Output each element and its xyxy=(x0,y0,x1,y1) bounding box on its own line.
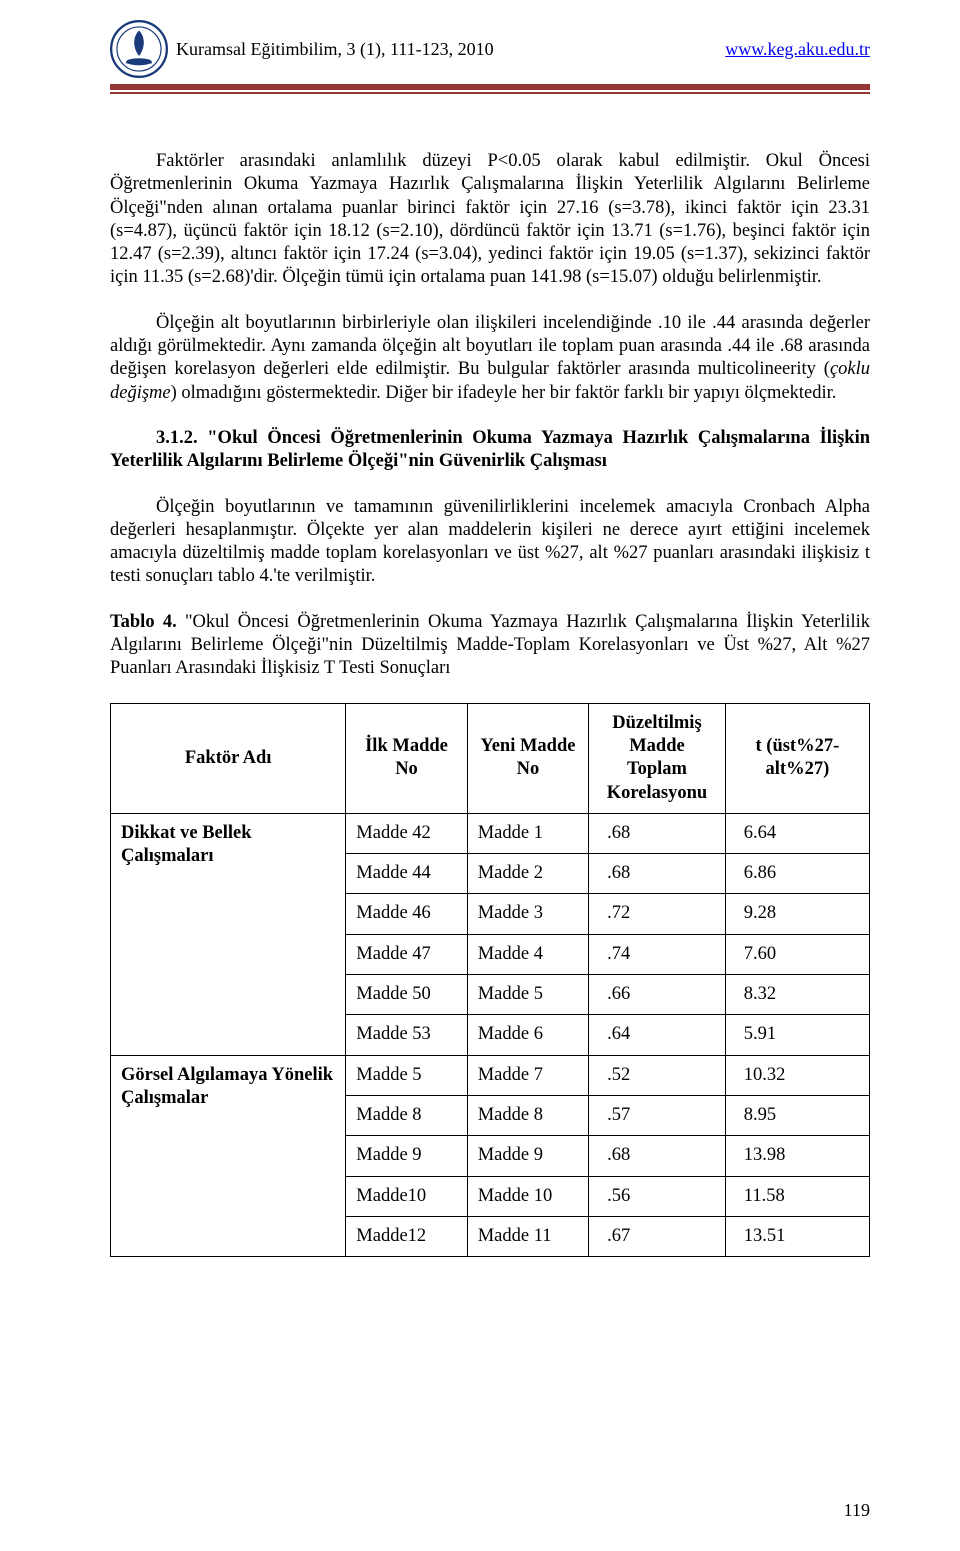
cell-first-item: Madde 42 xyxy=(346,813,467,853)
journal-info: Kuramsal Eğitimbilim, 3 (1), 111-123, 20… xyxy=(176,39,494,60)
page-header: Kuramsal Eğitimbilim, 3 (1), 111-123, 20… xyxy=(110,20,870,78)
cell-t: 7.60 xyxy=(725,934,869,974)
cell-new-item: Madde 6 xyxy=(467,1015,588,1055)
cell-t: 6.86 xyxy=(725,854,869,894)
cell-corr: .67 xyxy=(589,1216,726,1256)
cell-t: 13.98 xyxy=(725,1136,869,1176)
cell-first-item: Madde 46 xyxy=(346,894,467,934)
cell-corr: .68 xyxy=(589,813,726,853)
factor-cell: Görsel Algılamaya Yönelik Çalışmalar xyxy=(111,1055,346,1256)
factor-cell: Dikkat ve Bellek Çalışmaları xyxy=(111,813,346,1055)
journal-link[interactable]: www.keg.aku.edu.tr xyxy=(725,39,870,60)
paragraph-2: Ölçeğin alt boyutlarının birbirleriyle o… xyxy=(110,312,870,405)
cell-new-item: Madde 5 xyxy=(467,975,588,1015)
header-rule-thick xyxy=(110,84,870,90)
cell-new-item: Madde 7 xyxy=(467,1055,588,1095)
cell-first-item: Madde12 xyxy=(346,1216,467,1256)
cell-corr: .74 xyxy=(589,934,726,974)
paragraph-1: Faktörler arasındaki anlamlılık düzeyi P… xyxy=(110,150,870,290)
table-row: Dikkat ve Bellek ÇalışmalarıMadde 42Madd… xyxy=(111,813,870,853)
cell-t: 10.32 xyxy=(725,1055,869,1095)
cell-first-item: Madde 44 xyxy=(346,854,467,894)
cell-corr: .72 xyxy=(589,894,726,934)
cell-first-item: Madde 47 xyxy=(346,934,467,974)
cell-new-item: Madde 4 xyxy=(467,934,588,974)
cell-corr: .64 xyxy=(589,1015,726,1055)
cell-t: 8.95 xyxy=(725,1095,869,1135)
cell-new-item: Madde 11 xyxy=(467,1216,588,1256)
col-first-item: İlk Madde No xyxy=(346,703,467,813)
page: Kuramsal Eğitimbilim, 3 (1), 111-123, 20… xyxy=(0,0,960,1551)
table-4: Faktör Adı İlk Madde No Yeni Madde No Dü… xyxy=(110,703,870,1257)
cell-corr: .57 xyxy=(589,1095,726,1135)
cell-first-item: Madde10 xyxy=(346,1176,467,1216)
cell-t: 8.32 xyxy=(725,975,869,1015)
col-factor: Faktör Adı xyxy=(111,703,346,813)
paragraph-4: Ölçeğin boyutlarının ve tamamının güveni… xyxy=(110,496,870,589)
cell-first-item: Madde 53 xyxy=(346,1015,467,1055)
paragraph-2-tail: ) olmadığını göstermektedir. Diğer bir i… xyxy=(171,383,837,403)
cell-t: 9.28 xyxy=(725,894,869,934)
cell-t: 5.91 xyxy=(725,1015,869,1055)
cell-corr: .68 xyxy=(589,1136,726,1176)
cell-new-item: Madde 2 xyxy=(467,854,588,894)
cell-corr: .52 xyxy=(589,1055,726,1095)
col-corr: Düzeltilmiş Madde Toplam Korelasyonu xyxy=(589,703,726,813)
header-text-row: Kuramsal Eğitimbilim, 3 (1), 111-123, 20… xyxy=(176,39,870,60)
table-row: Görsel Algılamaya Yönelik ÇalışmalarMadd… xyxy=(111,1055,870,1095)
cell-t: 6.64 xyxy=(725,813,869,853)
page-number: 119 xyxy=(844,1500,870,1521)
section-heading-3-1-2: 3.1.2. "Okul Öncesi Öğretmenlerinin Okum… xyxy=(110,427,870,474)
cell-corr: .66 xyxy=(589,975,726,1015)
cell-new-item: Madde 10 xyxy=(467,1176,588,1216)
university-logo xyxy=(110,20,168,78)
table-caption-text: "Okul Öncesi Öğretmenlerinin Okuma Yazma… xyxy=(110,612,870,679)
cell-first-item: Madde 5 xyxy=(346,1055,467,1095)
table-header-row: Faktör Adı İlk Madde No Yeni Madde No Dü… xyxy=(111,703,870,813)
paragraph-2-lead: Ölçeğin alt boyutlarının birbirleriyle o… xyxy=(110,313,870,380)
table-caption-label: Tablo 4. xyxy=(110,612,177,632)
col-t: t (üst%27-alt%27) xyxy=(725,703,869,813)
cell-new-item: Madde 1 xyxy=(467,813,588,853)
cell-first-item: Madde 50 xyxy=(346,975,467,1015)
table-caption: Tablo 4. "Okul Öncesi Öğretmenlerinin Ok… xyxy=(110,611,870,681)
cell-corr: .56 xyxy=(589,1176,726,1216)
header-rule-thin xyxy=(110,92,870,94)
body-content: Faktörler arasındaki anlamlılık düzeyi P… xyxy=(110,150,870,1257)
cell-t: 11.58 xyxy=(725,1176,869,1216)
col-new-item: Yeni Madde No xyxy=(467,703,588,813)
cell-t: 13.51 xyxy=(725,1216,869,1256)
cell-new-item: Madde 8 xyxy=(467,1095,588,1135)
cell-first-item: Madde 8 xyxy=(346,1095,467,1135)
cell-corr: .68 xyxy=(589,854,726,894)
cell-first-item: Madde 9 xyxy=(346,1136,467,1176)
cell-new-item: Madde 9 xyxy=(467,1136,588,1176)
cell-new-item: Madde 3 xyxy=(467,894,588,934)
